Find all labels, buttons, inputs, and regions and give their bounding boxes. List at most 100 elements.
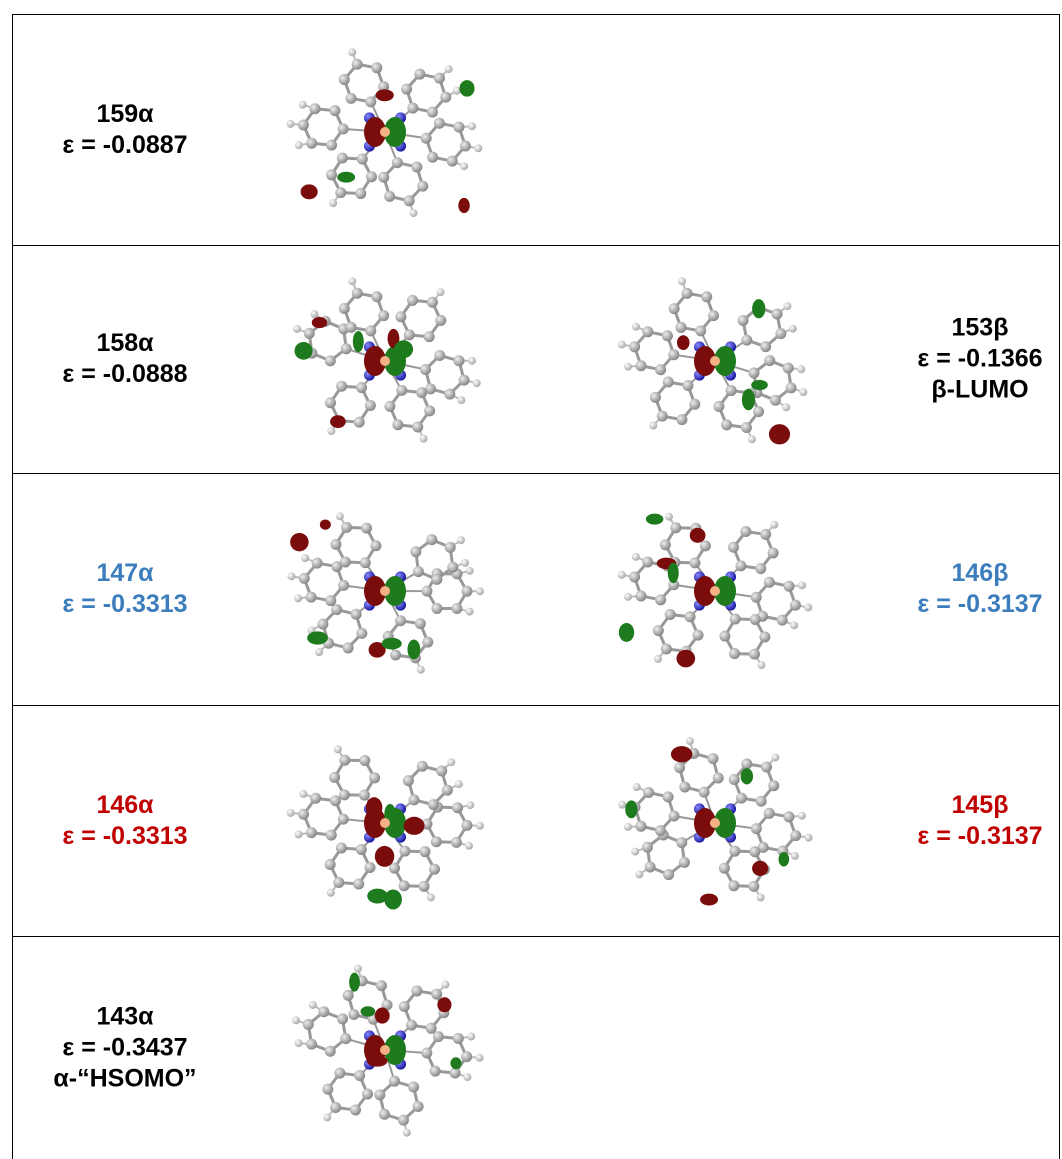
orbital-lobe	[320, 519, 331, 529]
atom	[457, 536, 465, 544]
atom	[369, 772, 380, 783]
atom	[325, 595, 336, 606]
atom	[295, 141, 303, 149]
atom	[317, 619, 328, 630]
atom	[655, 825, 666, 836]
metal-atom	[710, 356, 720, 366]
atom	[467, 1032, 475, 1040]
atom	[414, 68, 425, 79]
atom	[325, 1045, 336, 1056]
atom	[650, 392, 661, 403]
atom	[322, 1083, 333, 1094]
atom	[729, 845, 740, 856]
atom	[326, 139, 337, 150]
atom	[655, 594, 666, 605]
atom	[312, 558, 323, 569]
atom	[738, 315, 749, 326]
orbital-label: 143αε = -0.3437α-“HSOMO”	[10, 1001, 240, 1094]
orbital-lobe	[367, 1055, 388, 1066]
atom	[783, 302, 791, 310]
atom	[354, 964, 362, 972]
label-line: ε = -0.1366	[865, 344, 1062, 375]
atom	[411, 985, 422, 996]
atom	[740, 526, 751, 537]
metal-atom	[380, 586, 390, 596]
orbital-lobe	[458, 197, 469, 212]
atom	[679, 781, 690, 792]
atom	[417, 180, 428, 191]
atom	[476, 587, 484, 595]
atom	[354, 417, 365, 428]
atom	[678, 277, 686, 285]
atom	[434, 117, 445, 128]
atom	[406, 1019, 417, 1030]
atom	[729, 773, 740, 784]
orbital-lobe	[301, 184, 318, 199]
atom	[770, 521, 778, 529]
atom	[772, 308, 783, 319]
orbital-lobe	[752, 860, 768, 875]
orbital-lobe	[751, 380, 768, 390]
orbital-lobe	[384, 889, 402, 909]
atom	[749, 846, 760, 857]
orbital-lobe	[366, 797, 382, 818]
atom	[447, 758, 455, 766]
atom	[466, 567, 474, 575]
atom	[298, 808, 309, 819]
atom	[657, 411, 668, 422]
label-line: 146β	[865, 558, 1062, 589]
atom	[741, 422, 752, 433]
atom	[370, 540, 381, 551]
atom	[333, 877, 344, 888]
atom	[359, 754, 370, 765]
atom	[379, 1108, 390, 1119]
atom	[465, 841, 473, 849]
atom	[416, 387, 427, 398]
atom	[329, 105, 340, 116]
atom	[362, 1088, 373, 1099]
orbital-lobe	[353, 331, 364, 352]
atom	[378, 310, 389, 321]
atom	[399, 1000, 410, 1011]
atom	[306, 1038, 317, 1049]
atom	[761, 761, 772, 772]
atom	[339, 303, 350, 314]
atom	[701, 291, 712, 302]
atom	[348, 48, 356, 56]
atom	[447, 562, 458, 573]
atom	[417, 666, 425, 674]
orbital-lobe	[690, 528, 706, 543]
atom	[371, 62, 382, 73]
metal-atom	[380, 127, 390, 137]
atom	[455, 780, 463, 788]
atom	[421, 132, 432, 143]
atom	[632, 323, 640, 331]
atom	[389, 1075, 400, 1086]
atom	[431, 603, 442, 614]
orbital-lobe	[646, 514, 663, 525]
label-line: 146α	[10, 790, 240, 821]
orbital-lobe	[700, 893, 718, 905]
atom	[726, 385, 737, 396]
label-line: ε = -0.3313	[10, 589, 240, 620]
atom	[409, 209, 417, 217]
atom	[649, 422, 657, 430]
atom	[346, 92, 357, 103]
atom	[340, 1033, 351, 1044]
atom	[453, 121, 464, 132]
orbital-lobe	[742, 389, 755, 410]
atom	[408, 1081, 419, 1092]
label-line: 159α	[10, 99, 240, 130]
atom	[642, 556, 653, 567]
atom	[336, 842, 347, 853]
atom	[686, 737, 694, 745]
atom	[338, 813, 349, 824]
atom	[783, 363, 794, 374]
atom	[356, 843, 367, 854]
atom	[343, 642, 354, 653]
atom	[728, 542, 739, 553]
orbital-label: 147αε = -0.3313	[10, 558, 240, 620]
atom	[295, 1039, 303, 1047]
atom	[751, 823, 762, 834]
orbital-lobe	[677, 335, 690, 350]
